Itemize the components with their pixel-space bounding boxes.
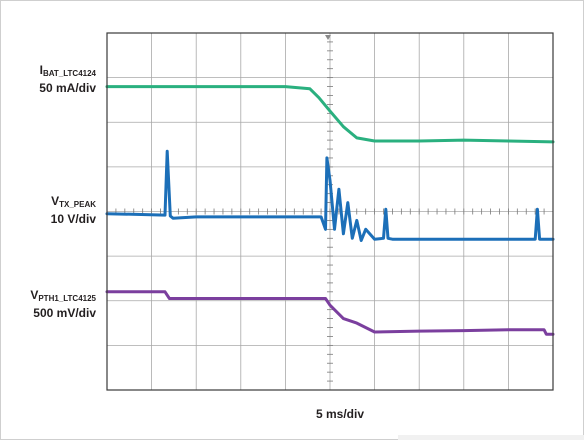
bottom-artifact <box>398 435 584 440</box>
center-axis-ticks <box>115 41 545 382</box>
ibat-trace <box>105 85 555 144</box>
vtx-scale: 10 V/div <box>50 212 96 226</box>
ibat-series-label: IBAT_LTC4124 50 mA/div <box>2 63 96 95</box>
traces <box>105 85 555 336</box>
vtx-series-label: VTX_PEAK 10 V/div <box>2 194 96 226</box>
x-axis-label: 5 ms/div <box>315 407 365 421</box>
vpth-series-label: VPTH1_LTC4125 500 mV/div <box>2 288 96 320</box>
ibat-scale: 50 mA/div <box>39 81 96 95</box>
vpth-scale: 500 mV/div <box>33 306 96 320</box>
plot-border <box>106 32 554 391</box>
ibat-name: IBAT_LTC4124 <box>39 63 96 78</box>
vtx-name: VTX_PEAK <box>51 194 96 209</box>
vtx-peak-trace <box>105 149 555 242</box>
vpth1-trace <box>105 290 555 336</box>
trigger-marker-icon <box>325 35 331 40</box>
vpth-name: VPTH1_LTC4125 <box>30 288 96 303</box>
